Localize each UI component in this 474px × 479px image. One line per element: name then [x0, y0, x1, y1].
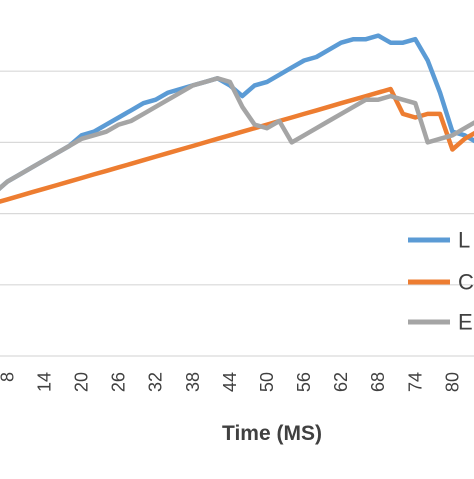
x-tick-label: 44 [220, 372, 240, 392]
legend: LCE [408, 228, 474, 335]
x-tick-label: 74 [405, 372, 425, 392]
x-axis-title: Time (MS) [222, 422, 322, 445]
series-line-l [0, 33, 474, 191]
x-tick-label: 8 [0, 372, 17, 382]
legend-label-e: E [458, 310, 473, 335]
x-tick-label: 56 [294, 372, 314, 392]
x-tick-label: 68 [368, 372, 388, 392]
x-tick-label: 14 [35, 372, 55, 392]
x-tick-label: 80 [442, 372, 462, 392]
series-lines [0, 33, 474, 204]
x-tick-label: 32 [146, 372, 166, 392]
x-tick-label: 50 [257, 372, 277, 392]
x-tick-label: 38 [183, 372, 203, 392]
x-tick-label: 20 [72, 372, 92, 392]
legend-label-c: C [458, 270, 474, 295]
series-line-c [0, 86, 474, 204]
series-line-e [0, 76, 474, 191]
x-tick-label: 62 [331, 372, 351, 392]
x-tick-label: 26 [109, 372, 129, 392]
legend-label-l: L [458, 228, 470, 253]
x-axis-tick-labels: 8 14 20 26 32 38 44 50 56 62 68 74 80 [0, 372, 462, 392]
